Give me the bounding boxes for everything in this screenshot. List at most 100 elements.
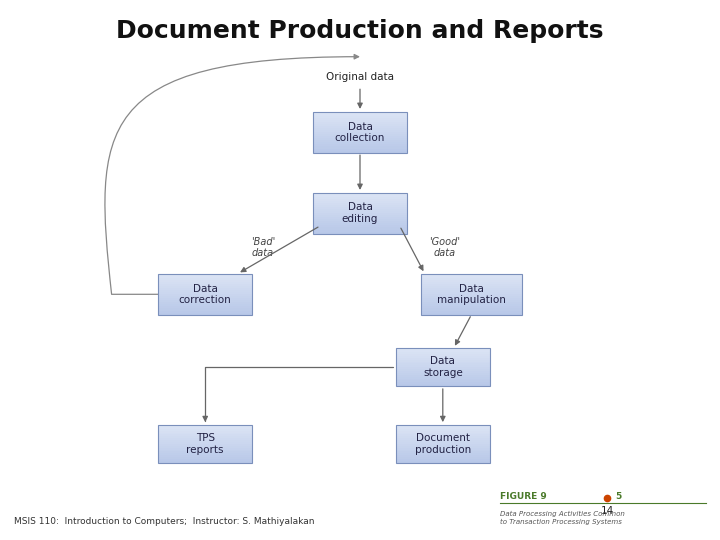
Bar [158,310,252,313]
Bar [396,461,490,463]
Bar [396,369,490,371]
Bar [396,379,490,380]
Bar [158,274,252,314]
Bar [421,274,522,276]
Bar [158,454,252,455]
Bar [313,151,407,152]
Bar [158,305,252,306]
Bar [396,354,490,356]
Bar [313,201,407,203]
Bar [158,449,252,451]
Bar [396,348,490,386]
Bar [158,298,252,300]
Bar [396,438,490,440]
Bar [396,384,490,386]
Bar [396,434,490,436]
Bar [158,278,252,280]
Bar [396,457,490,459]
Bar [313,224,407,226]
Bar [158,313,252,314]
Bar [421,276,522,278]
Bar [313,205,407,207]
Bar [313,209,407,211]
Bar [313,128,407,130]
Bar [421,313,522,314]
Bar [158,284,252,286]
Bar [158,431,252,433]
Bar [421,284,522,286]
Bar [158,446,252,448]
Bar [313,122,407,124]
Text: MSIS 110:  Introduction to Computers;  Instructor: S. Mathiyalakan: MSIS 110: Introduction to Computers; Ins… [14,517,315,526]
Bar [396,348,490,350]
Bar [158,308,252,310]
Text: 5: 5 [616,492,622,501]
Bar [158,461,252,463]
Bar [158,459,252,461]
Bar [313,219,407,221]
Bar [396,454,490,455]
Bar [313,227,407,230]
Bar [158,433,252,434]
Bar [158,427,252,429]
Bar [313,126,407,128]
Text: Data
storage: Data storage [423,356,463,378]
Bar [313,215,407,217]
Bar [396,361,490,363]
Bar [396,365,490,367]
Bar [158,291,252,292]
Bar [421,300,522,302]
Text: Data
manipulation: Data manipulation [437,284,506,305]
Text: Data
collection: Data collection [335,122,385,143]
Bar [396,375,490,377]
Bar [396,363,490,365]
Bar [313,232,407,233]
Text: Data
editing: Data editing [342,202,378,224]
Bar [313,120,407,122]
Text: TPS
reports: TPS reports [186,433,224,455]
Bar [396,436,490,438]
Bar [421,291,522,292]
Bar [313,138,407,140]
Bar [158,274,252,276]
Bar [313,211,407,213]
Bar [158,448,252,449]
Text: 'Good'
data: 'Good' data [429,237,461,258]
Bar [396,356,490,357]
Bar [421,307,522,308]
Bar [396,352,490,354]
Bar [158,425,252,463]
Bar [421,305,522,306]
Bar [158,440,252,442]
Bar [313,118,407,120]
Bar [313,203,407,205]
Bar [158,276,252,278]
Bar [396,440,490,442]
Bar [396,449,490,451]
Bar [158,286,252,288]
Text: Original data: Original data [326,72,394,82]
Text: 14: 14 [600,506,613,516]
Bar [396,455,490,457]
Bar [158,425,252,427]
Bar [158,288,252,291]
Bar [421,292,522,294]
Bar [396,380,490,382]
Bar [313,136,407,138]
Bar [396,444,490,446]
Bar [421,288,522,291]
Bar [158,457,252,459]
Bar [421,274,522,314]
Bar [158,451,252,454]
Bar [313,199,407,201]
Text: 'Bad'
data: 'Bad' data [251,237,275,258]
Bar [158,434,252,436]
Bar [158,280,252,282]
Bar [158,429,252,431]
Bar [421,302,522,305]
Bar [396,425,490,463]
Bar [396,429,490,431]
Bar [313,124,407,126]
Bar [313,146,407,148]
Bar [313,130,407,132]
